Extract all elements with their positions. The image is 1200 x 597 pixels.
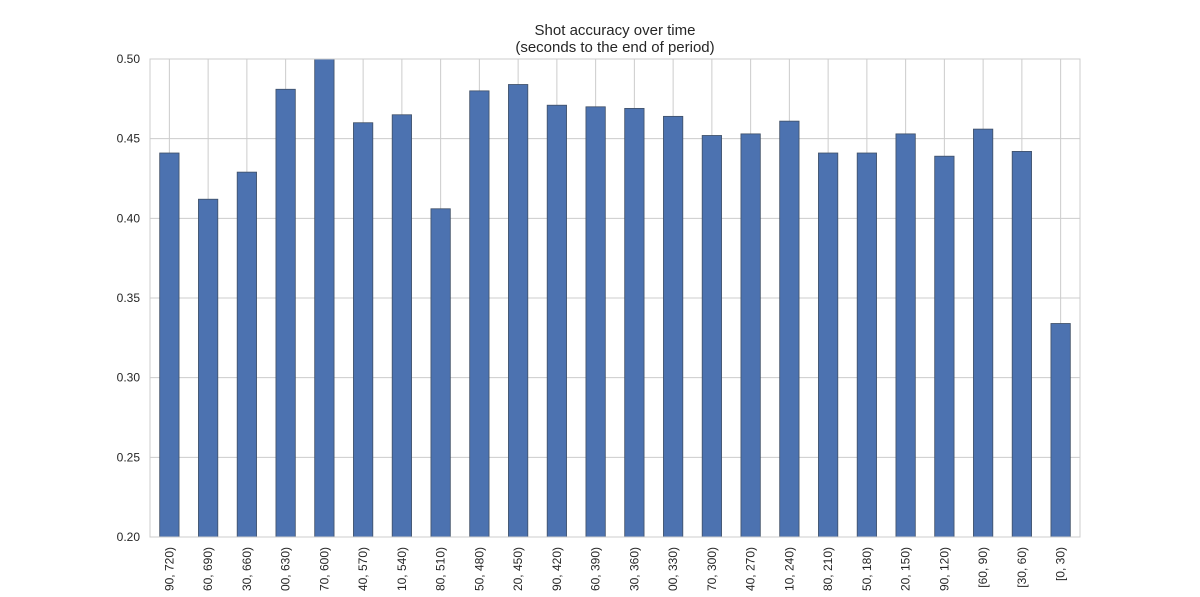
bar — [779, 120, 800, 538]
x-tick-label: 80, 210) — [821, 547, 835, 591]
x-tick-label: 90, 720) — [162, 547, 176, 591]
x-tick-label: 00, 330) — [666, 547, 680, 591]
x-tick-label: 60, 390) — [589, 547, 603, 591]
x-tick-label: 10, 240) — [782, 547, 796, 591]
bar — [740, 133, 761, 538]
x-tick-label: 50, 180) — [860, 547, 874, 591]
bar — [895, 133, 916, 538]
x-tick-label: 20, 450) — [511, 547, 525, 591]
x-tick-label: 00, 630) — [279, 547, 293, 591]
bar — [508, 84, 529, 538]
x-axis: 90, 720) 60, 690) 30, 660) 00, 630) 70, 600)… — [162, 547, 1067, 591]
x-tick-label: 40, 570) — [356, 547, 370, 591]
bar — [275, 88, 296, 538]
bar — [391, 114, 412, 538]
bar — [1050, 323, 1071, 538]
y-tick-label: 0.30 — [117, 371, 141, 385]
y-tick-label: 0.40 — [117, 211, 141, 225]
bar — [818, 152, 839, 538]
y-tick-label: 0.35 — [117, 291, 141, 305]
y-tick-label: 0.20 — [117, 530, 141, 544]
bar — [198, 198, 219, 538]
bar — [159, 152, 180, 538]
y-axis: 0.20 0.25 0.30 0.35 0.40 0.45 0.50 — [117, 52, 141, 544]
chart-title: Shot accuracy over time — [535, 22, 696, 39]
bar — [624, 107, 645, 538]
bar — [973, 128, 994, 538]
bar — [236, 171, 257, 538]
x-tick-label: 60, 690) — [201, 547, 215, 591]
x-tick-label: 90, 120) — [937, 547, 951, 591]
x-tick-label: [0, 30) — [1054, 547, 1068, 581]
bars — [159, 58, 1071, 538]
x-tick-label: [30, 60) — [1015, 547, 1029, 588]
x-tick-label: 30, 660) — [240, 547, 254, 591]
bar — [701, 135, 722, 538]
bar — [663, 115, 684, 538]
x-tick-label: 40, 270) — [744, 547, 758, 591]
bar — [469, 90, 490, 538]
x-tick-label: 50, 480) — [472, 547, 486, 591]
x-tick-label: 10, 540) — [395, 547, 409, 591]
x-tick-label: 70, 300) — [705, 547, 719, 591]
y-tick-label: 0.25 — [117, 450, 141, 464]
x-tick-label: [60, 90) — [976, 547, 990, 588]
bar — [546, 104, 567, 538]
x-tick-label: 20, 150) — [899, 547, 913, 591]
x-tick-label: 30, 360) — [627, 547, 641, 591]
y-tick-label: 0.50 — [117, 52, 141, 66]
bar — [314, 58, 335, 538]
bar — [856, 152, 877, 538]
chart-subtitle: (seconds to the end of period) — [515, 39, 714, 56]
x-tick-label: 70, 600) — [317, 547, 331, 591]
bar — [585, 106, 606, 538]
x-tick-label: 80, 510) — [434, 547, 448, 591]
bar — [430, 208, 451, 538]
y-tick-label: 0.45 — [117, 132, 141, 146]
bar — [353, 122, 374, 538]
bar — [934, 155, 955, 538]
plot-frame — [149, 58, 1081, 538]
x-tick-label: 90, 420) — [550, 547, 564, 591]
bar — [1011, 151, 1032, 538]
